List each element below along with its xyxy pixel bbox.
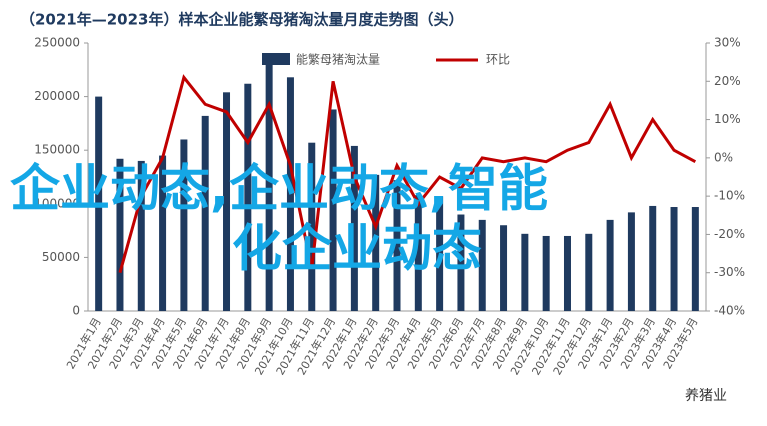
bar [521,233,529,311]
bar [436,196,444,311]
bar [627,212,635,311]
legend-label: 能繁母猪淘汰量 [296,52,380,67]
bar [201,115,209,312]
bar [265,60,273,311]
bar [478,219,486,311]
bar [372,174,380,311]
bar [95,96,103,311]
bar [691,207,699,311]
legend-label: 环比 [486,53,510,67]
y-tick-label: 200000 [34,89,80,103]
bar [563,235,571,311]
legend-swatch [262,53,290,65]
overlay-text: 化企业动态 [232,220,482,278]
bar [649,205,657,311]
bar [393,180,401,311]
y-tick-label: 0 [72,304,80,318]
y2-tick-label: 0% [714,150,733,164]
bar [308,142,316,311]
bar [670,207,678,311]
y2-tick-label: -40% [714,304,745,318]
bar [159,155,167,311]
bar [244,83,252,312]
bar [286,77,294,311]
y-tick-label: 150000 [34,143,80,157]
bar [223,92,231,311]
y2-tick-label: -10% [714,189,745,203]
bar [500,225,508,311]
y2-tick-label: 20% [714,74,741,88]
bar [606,219,614,311]
bar [137,160,145,311]
watermark: 养猪业 [685,388,727,404]
bar [116,158,124,311]
y-tick-label: 100000 [34,196,80,210]
bar [414,195,422,311]
line [118,74,697,274]
chart-title: （2021年—2023年）样本企业能繁母猪淘汰量月度走势图（头） [20,11,464,29]
y-tick-label: 250000 [34,36,80,50]
y2-tick-label: 10% [714,112,741,126]
y2-tick-label: -30% [714,265,745,279]
y2-tick-label: 30% [714,36,741,50]
bar [457,214,465,311]
overlay-text: 企业动态,企业动态,智能 [10,160,548,218]
y2-tick-label: -20% [714,227,745,241]
bar [180,139,188,311]
y-tick-label: 50000 [42,250,80,264]
bar [585,233,593,311]
bar [329,109,337,312]
bar [542,235,550,311]
bar [350,145,358,311]
